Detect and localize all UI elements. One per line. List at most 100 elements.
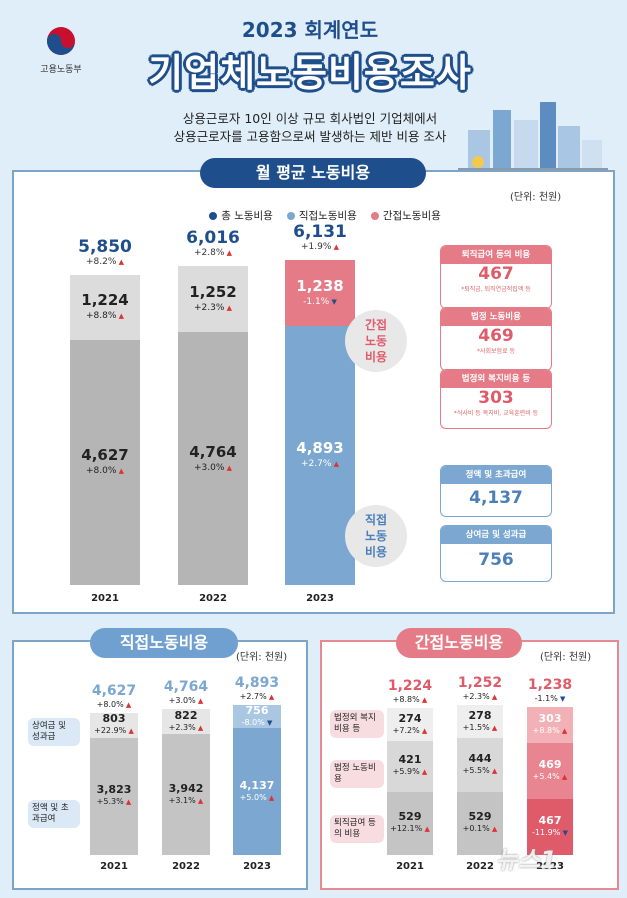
city-buildings-illustration xyxy=(458,102,608,172)
bar-1-s1-2023 xyxy=(233,705,281,729)
direct-change-2023: +2.7% ▲ xyxy=(300,459,339,470)
indirect-change-2022: +2.3% ▲ xyxy=(193,303,232,314)
change-1-s1-2021: +22.9% ▲ xyxy=(94,726,134,736)
watermark: 뉴스1 xyxy=(496,846,557,874)
value-1-s0-2021: 3,823 xyxy=(96,783,132,797)
total-change-2-2023: -1.1% ▼ xyxy=(534,693,566,703)
total-2-2023: 1,238 xyxy=(527,676,573,693)
bar-2-s1-2021 xyxy=(387,741,433,792)
bar-1-s0-2022 xyxy=(162,734,210,855)
year-1-2021: 2021 xyxy=(100,861,128,872)
direct-value-2022: 4,764 xyxy=(189,442,237,461)
card-retirement: 퇴직급여 등의 비용 467 *퇴직금, 퇴직연금적립액 등 xyxy=(440,245,552,309)
section1-unit: (단위: 천원) xyxy=(510,192,562,203)
bar-indirect-2023 xyxy=(285,260,355,326)
change-2-s1-2023: +5.4% ▲ xyxy=(532,771,568,781)
total-change-2023: +1.9% ▲ xyxy=(300,242,339,252)
total-change-1-2023: +2.7% ▲ xyxy=(239,692,275,701)
subtitle-line2: 상용근로자를 고용함으로써 발생하는 제반 비용 조사 xyxy=(173,129,447,144)
section2-title: 직접노동비용 xyxy=(90,628,238,658)
main-title: 기업체노동비용조사 xyxy=(148,51,472,95)
bar-1-s0-2021 xyxy=(90,737,138,855)
year-2-2022: 2022 xyxy=(466,861,494,872)
card-legal-labor: 법정 노동비용 469 *사회보험료 등 xyxy=(440,307,552,371)
direct-value-2021: 4,627 xyxy=(81,446,129,465)
value-2-s1-2022: 444 xyxy=(468,752,492,766)
total-change-2021: +8.2% ▲ xyxy=(85,256,124,267)
bar-2-s0-2023 xyxy=(527,799,573,855)
year-1-2023: 2023 xyxy=(243,861,271,872)
bar-direct-2021 xyxy=(70,339,140,585)
bar-indirect-2021 xyxy=(70,274,140,340)
tag-welfare: 법정외 복지비용 등 xyxy=(330,710,384,738)
indirect-value-2022: 1,252 xyxy=(189,283,237,302)
bar-2-s1-2022 xyxy=(457,738,503,792)
total-2-2021: 1,224 xyxy=(387,678,433,695)
value-2-s0-2023: 467 xyxy=(538,814,562,828)
tag-legal-labor: 법정 노동비용 xyxy=(330,760,384,788)
change-2-s1-2021: +5.9% ▲ xyxy=(392,767,428,777)
direct-change-2022: +3.0% ▲ xyxy=(193,462,232,473)
value-2-s2-2021: 274 xyxy=(398,711,422,725)
change-2-s2-2023: +8.8% ▲ xyxy=(532,725,568,735)
subtitle-line1: 상용근로자 10인 이상 규모 회사법인 기업체에서 xyxy=(182,111,438,126)
tag-regular-wage: 정액 및 초과급여 xyxy=(28,800,80,828)
section2-unit: (단위: 천원) xyxy=(236,652,288,663)
card-regular-wage: 정액 및 초과급여 4,137 xyxy=(440,465,552,517)
indirect-bubble: 간접 노동 비용 xyxy=(345,310,407,372)
total-value-2022: 6,016 xyxy=(186,228,240,249)
direct-bubble: 직접 노동 비용 xyxy=(345,505,407,567)
change-2-s2-2022: +1.5% ▲ xyxy=(462,722,498,732)
tag-retirement: 퇴직급여 등의 비용 xyxy=(330,815,384,843)
change-2-s2-2021: +7.2% ▲ xyxy=(392,725,428,735)
card-bonus: 상여금 및 성과급 756 xyxy=(440,525,552,582)
indirect-value-2021: 1,224 xyxy=(81,291,129,310)
bar-1-s0-2023 xyxy=(233,728,281,855)
value-2-s0-2021: 529 xyxy=(398,810,422,824)
change-1-s1-2023: -8.0% ▼ xyxy=(241,717,273,727)
ministry-logo-icon xyxy=(47,27,75,55)
change-2-s0-2022: +0.1% ▲ xyxy=(462,824,498,834)
change-2-s0-2021: +12.1% ▲ xyxy=(390,824,430,834)
section3-title: 간접노동비용 xyxy=(396,628,522,658)
total-1-2023: 4,893 xyxy=(234,675,280,691)
total-change-2-2022: +2.3% ▲ xyxy=(462,692,498,702)
total-1-2021: 4,627 xyxy=(91,683,137,700)
direct-value-2023: 4,893 xyxy=(296,439,344,458)
bar-direct-2023 xyxy=(285,325,355,585)
value-2-s2-2022: 278 xyxy=(468,708,492,722)
indirect-change-2023: -1.1% ▼ xyxy=(303,296,337,307)
total-value-2021: 5,850 xyxy=(78,236,132,257)
value-1-s0-2022: 3,942 xyxy=(168,781,204,795)
total-change-1-2021: +8.0% ▲ xyxy=(96,700,132,710)
legend-indirect: 간접노동비용 xyxy=(370,208,441,223)
bar-direct-2022 xyxy=(178,332,248,585)
total-value-2023: 6,131 xyxy=(293,222,347,242)
year-1-2022: 2022 xyxy=(172,861,200,872)
year-label-2022: 2022 xyxy=(199,593,227,604)
bar-1-s1-2021 xyxy=(90,713,138,738)
section3-unit: (단위: 천원) xyxy=(540,652,592,663)
bar-2-s2-2022 xyxy=(457,705,503,739)
change-1-s1-2022: +2.3% ▲ xyxy=(168,722,204,732)
change-2-s0-2023: -11.9% ▼ xyxy=(532,828,568,838)
bar-2-s0-2022 xyxy=(457,791,503,855)
value-2-s1-2023: 469 xyxy=(538,757,562,771)
legend-direct: 직접노동비용 xyxy=(286,208,357,223)
tag-bonus: 상여금 및 성과급 xyxy=(28,718,80,746)
year-title: 2023 회계연도 xyxy=(241,18,379,42)
value-1-s0-2023: 4,137 xyxy=(239,778,275,792)
value-2-s0-2022: 529 xyxy=(468,810,492,824)
year-label-2021: 2021 xyxy=(91,593,119,604)
bar-1-s1-2022 xyxy=(162,708,210,735)
bar-2-s1-2023 xyxy=(527,742,573,800)
total-1-2022: 4,764 xyxy=(163,678,209,695)
section1-title: 월 평균 노동비용 xyxy=(200,158,426,188)
value-2-s2-2023: 303 xyxy=(538,711,562,725)
change-1-s0-2022: +3.1% ▲ xyxy=(168,795,204,805)
bar-2-s0-2021 xyxy=(387,791,433,855)
direct-change-2021: +8.0% ▲ xyxy=(85,466,124,477)
total-change-2-2021: +8.8% ▲ xyxy=(392,695,428,705)
total-change-2022: +2.8% ▲ xyxy=(193,248,232,259)
bar-2-s2-2021 xyxy=(387,708,433,742)
